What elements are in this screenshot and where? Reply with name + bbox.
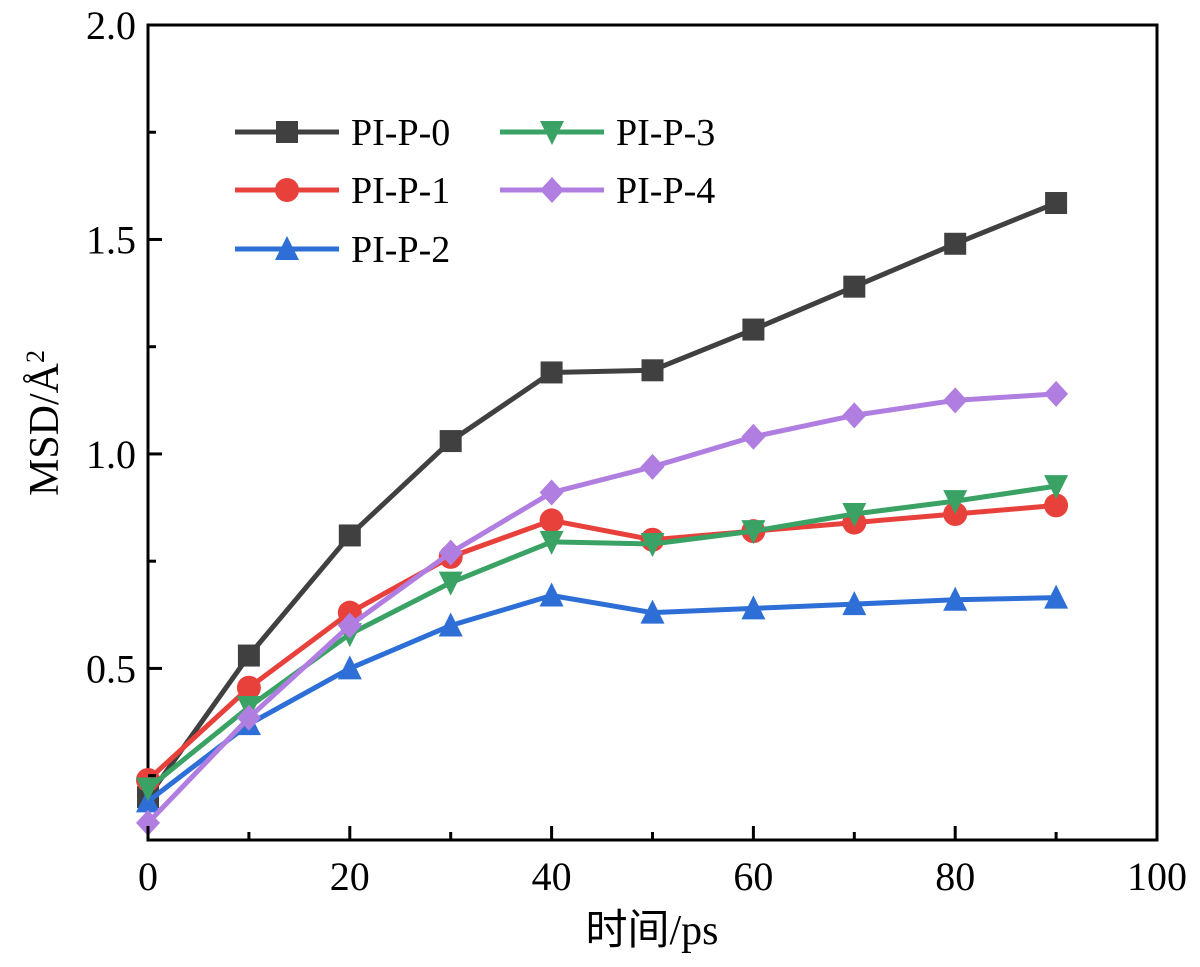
- legend-label: PI-P-4: [616, 170, 715, 212]
- x-tick-label: 80: [935, 854, 975, 899]
- legend-label: PI-P-0: [351, 112, 450, 154]
- legend-marker: [275, 178, 299, 202]
- data-point: [540, 361, 563, 384]
- data-point: [842, 402, 867, 429]
- data-point: [438, 539, 463, 566]
- data-point: [1045, 192, 1068, 215]
- data-point: [1044, 380, 1069, 407]
- y-axis-title-superscript: 2: [21, 350, 50, 363]
- x-tick-label: 60: [733, 854, 773, 899]
- data-point: [539, 479, 564, 506]
- x-tick-label: 40: [532, 854, 572, 899]
- plot-area: [146, 23, 1159, 842]
- x-tick-label: 100: [1127, 854, 1187, 899]
- data-point: [539, 530, 564, 555]
- data-point: [237, 644, 260, 667]
- series-line: [146, 593, 1057, 804]
- data-point: [438, 571, 463, 596]
- legend-item: PI-P-4: [500, 170, 715, 212]
- axes-layer: 0 20 40 60 80 100 0.5 1.0 1.5 2.0: [86, 3, 1187, 899]
- data-point: [236, 704, 261, 731]
- legend-label: PI-P-1: [351, 170, 450, 212]
- series-pi-p-4: [136, 380, 1069, 836]
- data-point: [741, 423, 766, 450]
- x-tick-label: 0: [138, 854, 158, 899]
- data-point: [742, 318, 765, 341]
- data-point: [640, 533, 665, 558]
- data-point: [640, 453, 665, 480]
- legend-marker: [276, 121, 298, 143]
- series-pi-p-0: [137, 192, 1068, 809]
- y-tick-label: 1.5: [86, 217, 136, 262]
- data-point: [338, 524, 361, 547]
- y-tick-label: 0.5: [86, 646, 136, 691]
- legend-item: PI-P-2: [235, 229, 450, 271]
- data-point: [337, 612, 362, 639]
- data-point: [943, 586, 968, 611]
- data-point: [1044, 475, 1069, 500]
- data-point: [236, 675, 261, 700]
- data-point: [439, 430, 462, 453]
- x-axis-title: 时间/ps: [585, 908, 718, 954]
- data-point: [539, 508, 564, 533]
- data-point: [136, 809, 160, 836]
- data-point: [741, 520, 766, 545]
- legend-item: PI-P-3: [500, 112, 715, 154]
- legend-label: PI-P-3: [616, 112, 715, 154]
- y-axis-title-text: MSD/Å: [22, 362, 68, 496]
- legend-item: PI-P-1: [235, 170, 450, 212]
- y-tick-label: 1.0: [86, 432, 136, 477]
- data-point: [438, 612, 463, 637]
- legend-marker: [540, 121, 564, 145]
- legend-marker: [540, 177, 564, 203]
- data-point: [641, 359, 664, 382]
- series-line: [146, 391, 1057, 825]
- data-point: [337, 655, 362, 680]
- data-point: [943, 387, 968, 414]
- data-point: [539, 582, 564, 607]
- x-tick-label: 20: [330, 854, 370, 899]
- data-point: [1044, 493, 1069, 518]
- data-point: [136, 777, 160, 802]
- data-point: [640, 599, 665, 624]
- series-line: [145, 200, 1058, 799]
- data-point: [943, 490, 968, 515]
- y-axis-title: MSD/Å2: [21, 350, 68, 496]
- data-point: [843, 275, 866, 298]
- data-point: [944, 232, 967, 255]
- data-point: [842, 503, 867, 527]
- legend-item: PI-P-0: [235, 112, 450, 154]
- series-layer: [136, 192, 1069, 836]
- data-point: [1044, 584, 1069, 609]
- data-point: [842, 591, 867, 616]
- series-line: [146, 502, 1057, 782]
- legend-marker: [275, 236, 299, 260]
- y-tick-label: 2.0: [86, 3, 136, 48]
- legend: PI-P-0 PI-P-1 PI-P-2 PI-P-3 PI-P-4: [235, 112, 715, 271]
- legend-label: PI-P-2: [351, 229, 450, 271]
- data-point: [741, 595, 766, 620]
- plot-frame: [146, 23, 1159, 842]
